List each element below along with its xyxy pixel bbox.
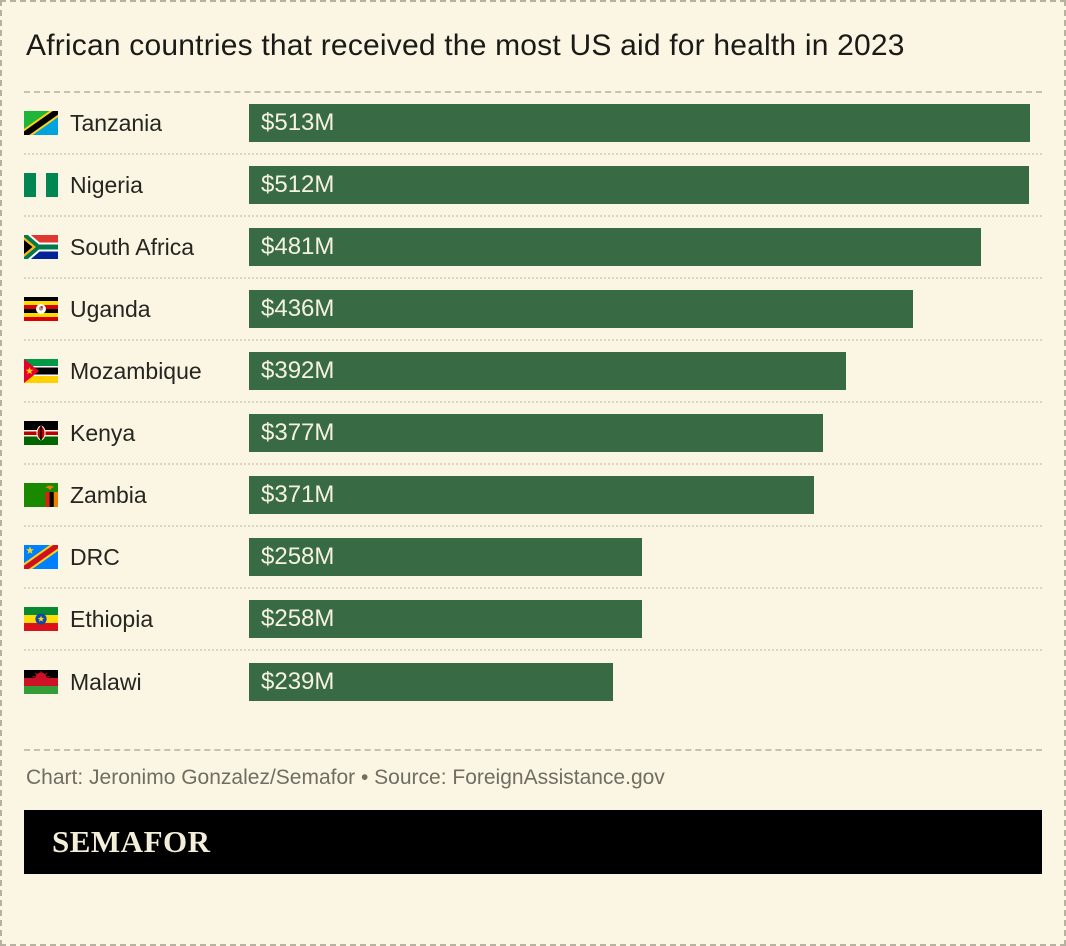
value-label: $258M bbox=[261, 605, 335, 632]
country-label: Ethiopia bbox=[70, 605, 154, 632]
bar-track: $377M bbox=[249, 414, 1042, 452]
row-label-group: Nigeria bbox=[24, 172, 249, 199]
value-label: $239M bbox=[261, 668, 335, 695]
value-bar: $481M bbox=[249, 228, 982, 266]
nigeria-flag bbox=[24, 173, 58, 197]
value-bar: $371M bbox=[249, 476, 814, 514]
chart-row-uganda: Uganda $436M bbox=[24, 279, 1042, 341]
value-bar: $377M bbox=[249, 414, 823, 452]
uganda-flag bbox=[24, 297, 58, 321]
value-label: $513M bbox=[261, 109, 335, 136]
semafor-logo: SEMAFOR bbox=[52, 824, 211, 859]
semafor-logo-bar[interactable]: SEMAFOR bbox=[24, 810, 1042, 874]
country-label: Nigeria bbox=[70, 171, 143, 198]
title-divider bbox=[24, 91, 1042, 93]
country-label: Malawi bbox=[70, 668, 142, 695]
chart-row-drc: DRC $258M bbox=[24, 527, 1042, 589]
country-label: South Africa bbox=[70, 233, 195, 260]
country-label: DRC bbox=[70, 543, 120, 570]
chart-title: African countries that received the most… bbox=[26, 29, 905, 62]
row-label-group: Zambia bbox=[24, 482, 249, 509]
country-label: Kenya bbox=[70, 419, 136, 446]
value-bar: $258M bbox=[249, 600, 642, 638]
footer-divider bbox=[24, 749, 1042, 751]
chart-row-tanzania: Tanzania $513M bbox=[24, 93, 1042, 155]
row-label-group: DRC bbox=[24, 544, 249, 571]
row-label-group: Uganda bbox=[24, 296, 249, 323]
bar-track: $512M bbox=[249, 166, 1042, 204]
malawi-flag bbox=[24, 670, 58, 694]
row-label-group: Kenya bbox=[24, 420, 249, 447]
bar-track: $436M bbox=[249, 290, 1042, 328]
bar-track: $258M bbox=[249, 600, 1042, 638]
row-label-group: South Africa bbox=[24, 234, 249, 261]
bar-track: $481M bbox=[249, 228, 1042, 266]
kenya-flag bbox=[24, 421, 58, 445]
value-label: $371M bbox=[261, 481, 335, 508]
tanzania-flag bbox=[24, 111, 58, 135]
value-bar: $436M bbox=[249, 290, 913, 328]
bar-track: $371M bbox=[249, 476, 1042, 514]
bar-track: $513M bbox=[249, 104, 1042, 142]
value-bar: $392M bbox=[249, 352, 846, 390]
country-label: Tanzania bbox=[70, 109, 163, 136]
value-label: $436M bbox=[261, 295, 335, 322]
chart-row-kenya: Kenya $377M bbox=[24, 403, 1042, 465]
bar-chart: Tanzania $513M Nigeria $512M So bbox=[24, 93, 1042, 713]
row-label-group: Mozambique bbox=[24, 358, 249, 385]
chart-row-malawi: Malawi $239M bbox=[24, 651, 1042, 713]
chart-row-ethiopia: Ethiopia $258M bbox=[24, 589, 1042, 651]
row-label-group: Malawi bbox=[24, 669, 249, 696]
value-label: $258M bbox=[261, 543, 335, 570]
south-africa-flag bbox=[24, 235, 58, 259]
mozambique-flag bbox=[24, 359, 58, 383]
chart-row-south-africa: South Africa $481M bbox=[24, 217, 1042, 279]
chart-row-zambia: Zambia $371M bbox=[24, 465, 1042, 527]
chart-credit: Chart: Jeronimo Gonzalez/Semafor • Sourc… bbox=[26, 766, 665, 789]
value-label: $392M bbox=[261, 357, 335, 384]
row-label-group: Ethiopia bbox=[24, 606, 249, 633]
value-bar: $239M bbox=[249, 663, 613, 701]
chart-row-nigeria: Nigeria $512M bbox=[24, 155, 1042, 217]
ethiopia-flag bbox=[24, 607, 58, 631]
value-bar: $513M bbox=[249, 104, 1030, 142]
zambia-flag bbox=[24, 483, 58, 507]
value-label: $512M bbox=[261, 171, 335, 198]
country-label: Zambia bbox=[70, 481, 147, 508]
row-label-group: Tanzania bbox=[24, 110, 249, 137]
drc-flag bbox=[24, 545, 58, 569]
chart-row-mozambique: Mozambique $392M bbox=[24, 341, 1042, 403]
value-label: $377M bbox=[261, 419, 335, 446]
bar-track: $392M bbox=[249, 352, 1042, 390]
value-bar: $258M bbox=[249, 538, 642, 576]
value-bar: $512M bbox=[249, 166, 1029, 204]
bar-track: $258M bbox=[249, 538, 1042, 576]
value-label: $481M bbox=[261, 233, 335, 260]
country-label: Uganda bbox=[70, 295, 151, 322]
country-label: Mozambique bbox=[70, 357, 202, 384]
bar-track: $239M bbox=[249, 663, 1042, 701]
